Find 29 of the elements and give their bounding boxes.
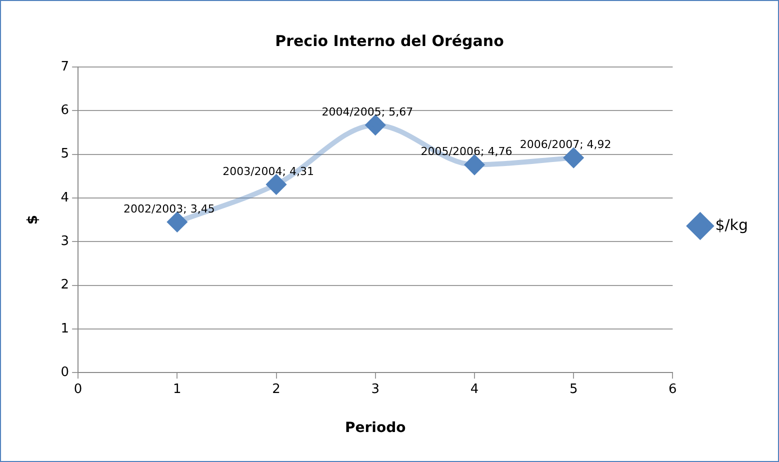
annotation: 2003/2004; 4,31	[222, 164, 314, 178]
y-tick-label: 7	[60, 59, 70, 74]
x-tick-label: 2	[272, 382, 280, 397]
point	[266, 174, 286, 194]
x-tick-label: 6	[668, 382, 677, 397]
y-tick-label: 3	[60, 234, 70, 250]
annotation: 2004/2005; 5,67	[322, 105, 414, 118]
y-tick-label: 6	[60, 103, 70, 118]
x-axis-title: Periodo	[345, 420, 406, 436]
annotation: 2002/2003; 3,45	[123, 202, 215, 216]
annotation: 2005/2006; 4,76	[420, 145, 512, 158]
chart-title: Precio Interno del Orégano	[275, 32, 504, 50]
x-tick-label: 0	[74, 382, 82, 397]
x-tick-label: 4	[470, 382, 479, 397]
y-tick-label: 5	[60, 146, 70, 162]
annotation: 2006/2007; 4,92	[520, 138, 612, 152]
point	[168, 212, 187, 232]
x-tick-label: 5	[569, 382, 578, 397]
point	[464, 155, 484, 174]
y-axis-title: $	[25, 214, 42, 225]
point	[564, 148, 584, 168]
point	[366, 116, 385, 135]
y-tick-label: 0	[60, 364, 70, 380]
y-tick-label: 1	[60, 321, 70, 336]
legend-label: $/kg	[715, 216, 748, 234]
y-tick-label: 4	[60, 190, 70, 206]
y-tick-label: 2	[60, 278, 70, 293]
x-tick-label: 3	[371, 382, 380, 397]
x-tick-label: 1	[173, 382, 182, 397]
